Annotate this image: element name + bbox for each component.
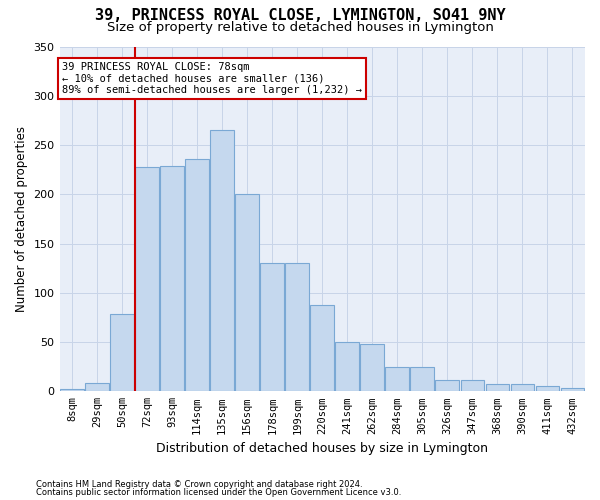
Bar <box>310 304 334 392</box>
Y-axis label: Number of detached properties: Number of detached properties <box>15 126 28 312</box>
Bar <box>536 386 559 392</box>
Bar <box>235 194 259 392</box>
Bar <box>361 344 384 392</box>
Bar <box>511 384 535 392</box>
Text: 39 PRINCESS ROYAL CLOSE: 78sqm
← 10% of detached houses are smaller (136)
89% of: 39 PRINCESS ROYAL CLOSE: 78sqm ← 10% of … <box>62 62 362 95</box>
Text: Size of property relative to detached houses in Lymington: Size of property relative to detached ho… <box>107 21 493 34</box>
Bar <box>335 342 359 392</box>
Bar <box>560 388 584 392</box>
Bar <box>135 166 159 392</box>
Bar <box>436 380 459 392</box>
Bar <box>410 366 434 392</box>
Bar <box>286 263 309 392</box>
Bar <box>385 366 409 392</box>
Bar <box>185 159 209 392</box>
Text: 39, PRINCESS ROYAL CLOSE, LYMINGTON, SO41 9NY: 39, PRINCESS ROYAL CLOSE, LYMINGTON, SO4… <box>95 8 505 22</box>
X-axis label: Distribution of detached houses by size in Lymington: Distribution of detached houses by size … <box>156 442 488 455</box>
Bar <box>160 166 184 392</box>
Bar <box>85 384 109 392</box>
Bar <box>110 314 134 392</box>
Bar <box>260 263 284 392</box>
Bar <box>485 384 509 392</box>
Bar <box>60 390 84 392</box>
Bar <box>210 130 234 392</box>
Bar <box>461 380 484 392</box>
Text: Contains public sector information licensed under the Open Government Licence v3: Contains public sector information licen… <box>36 488 401 497</box>
Text: Contains HM Land Registry data © Crown copyright and database right 2024.: Contains HM Land Registry data © Crown c… <box>36 480 362 489</box>
